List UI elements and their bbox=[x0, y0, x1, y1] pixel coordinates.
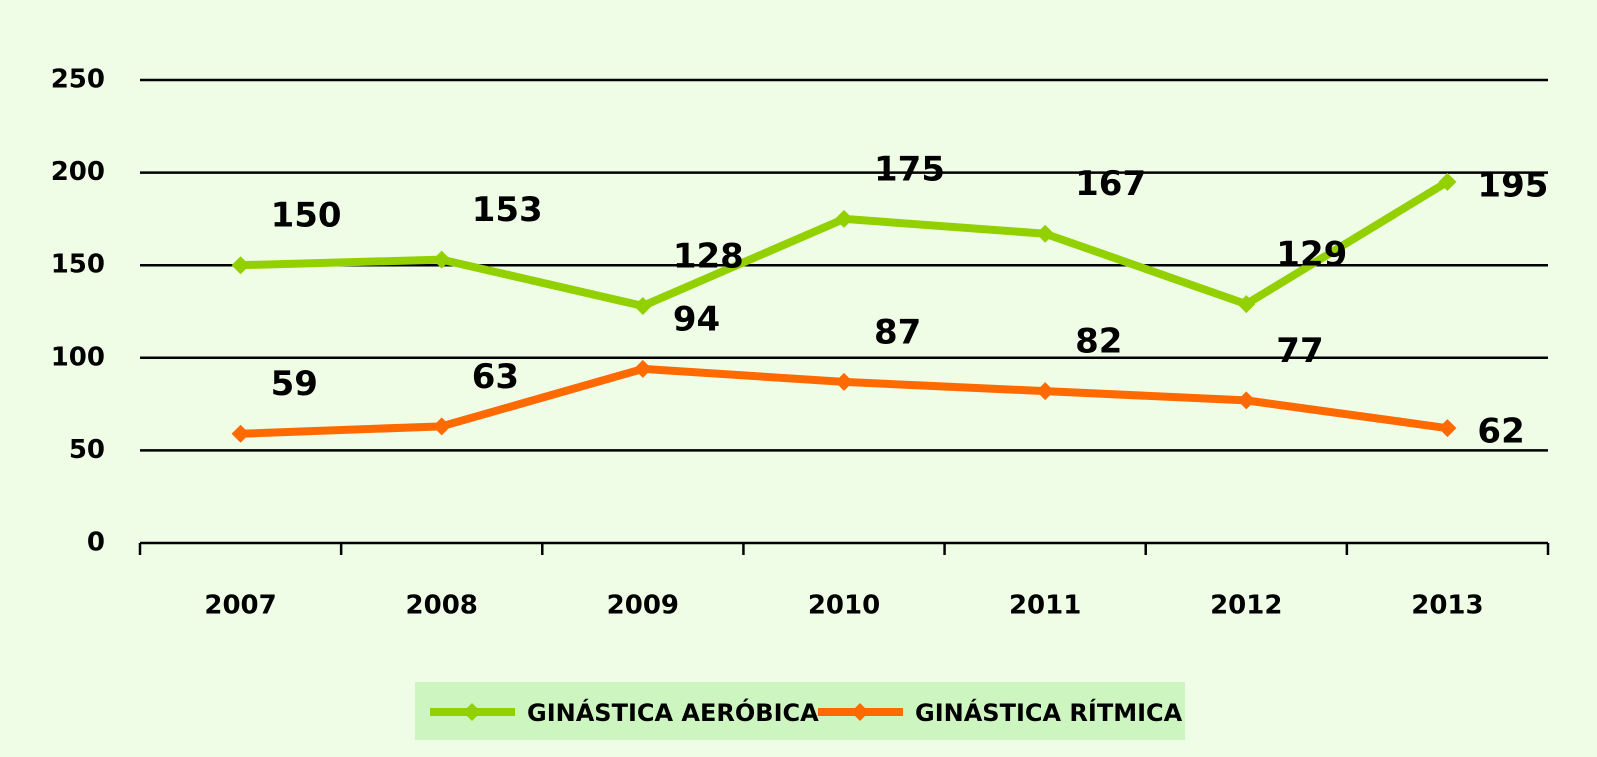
x-tick-label: 2013 bbox=[1411, 591, 1483, 621]
data-point bbox=[1438, 419, 1457, 438]
data-label: 129 bbox=[1276, 235, 1347, 275]
data-label: 128 bbox=[673, 236, 744, 276]
x-tick-label: 2007 bbox=[204, 591, 276, 621]
data-point bbox=[231, 256, 250, 275]
data-point bbox=[1237, 391, 1256, 410]
y-tick-label: 250 bbox=[51, 65, 105, 95]
y-tick-label: 150 bbox=[51, 250, 105, 280]
y-tick-label: 50 bbox=[69, 435, 105, 465]
x-tick-label: 2008 bbox=[406, 591, 478, 621]
data-point bbox=[432, 250, 451, 269]
data-label: 59 bbox=[271, 364, 318, 404]
data-point bbox=[1438, 172, 1457, 191]
data-label: 167 bbox=[1075, 164, 1146, 204]
legend-label: GINÁSTICA RÍTMICA bbox=[915, 698, 1183, 727]
data-point bbox=[1036, 224, 1055, 243]
data-label: 62 bbox=[1477, 412, 1524, 452]
legend-box bbox=[415, 682, 1185, 740]
data-label: 82 bbox=[1075, 322, 1122, 362]
data-label: 77 bbox=[1276, 331, 1323, 371]
data-label: 87 bbox=[874, 312, 921, 352]
data-point bbox=[835, 372, 853, 391]
data-point bbox=[633, 296, 652, 315]
data-point bbox=[231, 424, 250, 443]
data-label: 63 bbox=[472, 357, 519, 397]
y-tick-label: 100 bbox=[51, 342, 105, 372]
data-point bbox=[1237, 295, 1256, 314]
x-tick-label: 2012 bbox=[1210, 591, 1282, 621]
data-label: 94 bbox=[673, 299, 720, 339]
data-point bbox=[1036, 382, 1055, 401]
data-label: 150 bbox=[271, 196, 342, 236]
data-point bbox=[432, 417, 451, 436]
data-label: 195 bbox=[1477, 165, 1548, 205]
x-tick-label: 2009 bbox=[607, 591, 679, 621]
legend-marker bbox=[851, 703, 869, 721]
data-label: 153 bbox=[472, 190, 543, 230]
data-label: 175 bbox=[874, 149, 945, 189]
y-tick-label: 0 bbox=[87, 528, 105, 558]
data-point bbox=[835, 209, 853, 228]
data-point bbox=[633, 359, 652, 378]
legend-marker bbox=[463, 703, 481, 721]
x-tick-label: 2011 bbox=[1009, 591, 1081, 621]
x-tick-label: 2010 bbox=[808, 591, 880, 621]
legend-label: GINÁSTICA AERÓBICA bbox=[527, 697, 819, 727]
y-tick-label: 200 bbox=[51, 157, 105, 187]
